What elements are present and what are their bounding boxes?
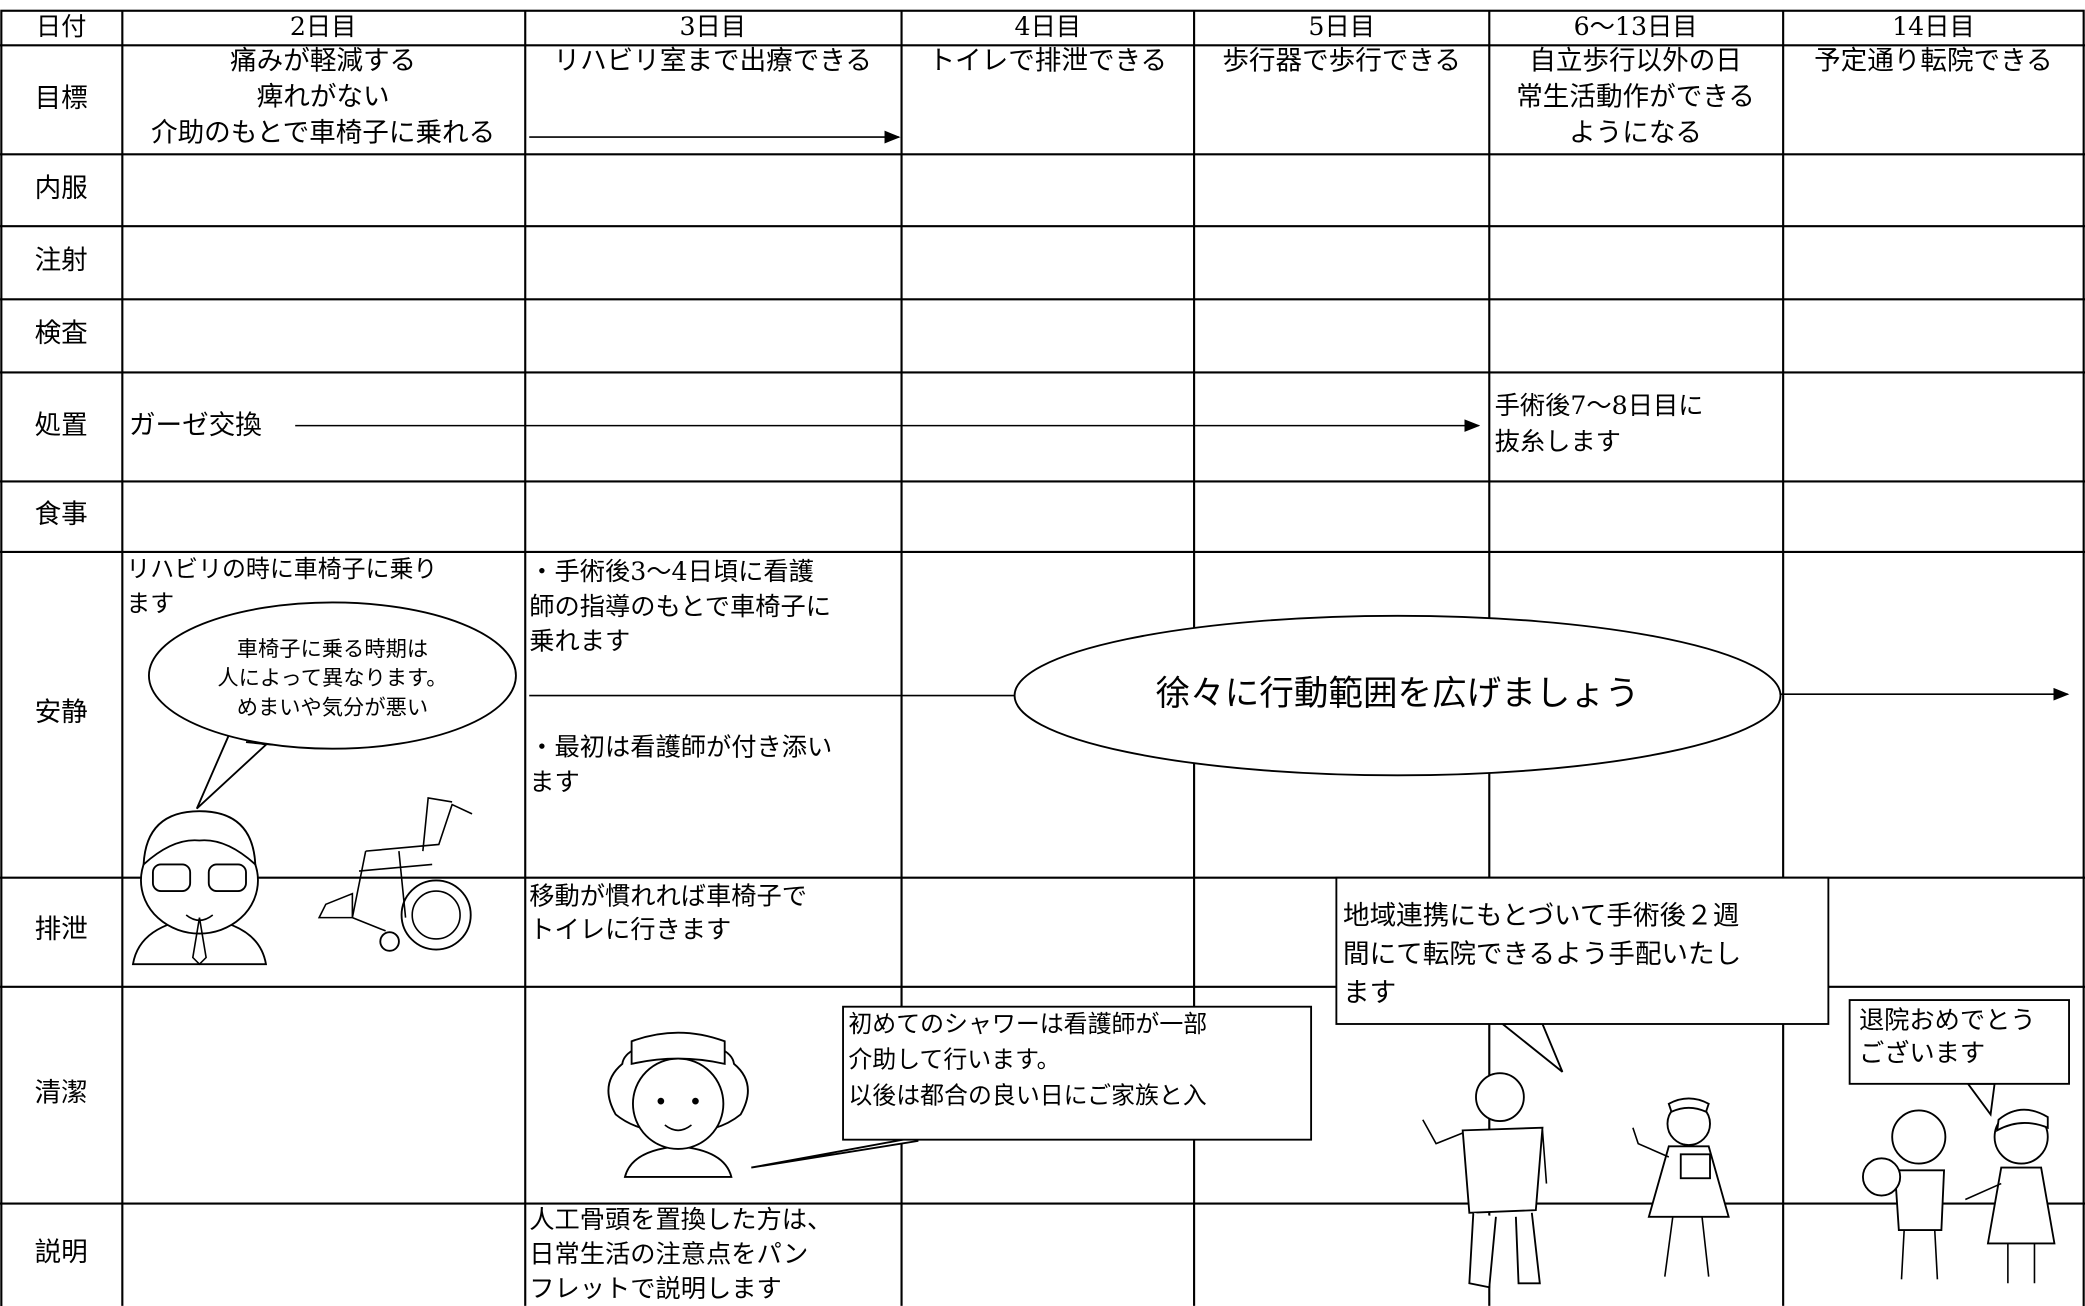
note: リハビリの時に車椅子に乗り xyxy=(126,555,437,583)
callout-text: 車椅子に乗る時期は xyxy=(237,637,428,662)
callout-text: 介助して行います。 xyxy=(848,1046,1060,1074)
row-label: 清潔 xyxy=(35,1077,88,1108)
goal-text: 痺れがない xyxy=(257,82,390,113)
row-label: 安静 xyxy=(35,697,88,728)
note: ガーゼ交換 xyxy=(129,410,262,441)
banner-ellipse xyxy=(1013,614,1782,777)
row-label: 目標 xyxy=(35,83,88,114)
goal-text: 自立歩行以外の日 xyxy=(1529,46,1742,77)
nurse-illustration xyxy=(607,1005,1313,1178)
note: ます xyxy=(529,767,580,796)
callout-text: ます xyxy=(1343,978,1396,1009)
callout-text: めまいや気分が悪い xyxy=(237,695,428,720)
goal-text: 歩行器で歩行できる xyxy=(1222,46,1461,77)
column-header: 日付 xyxy=(36,12,87,41)
callout-text: 以後は都合の良い日にご家族と入 xyxy=(848,1082,1206,1110)
callout-text: 地域連携にもとづいて手術後２週 xyxy=(1343,901,1739,932)
goal-text: 介助のもとで車椅子に乗れる xyxy=(151,117,495,148)
column-header: 3日目 xyxy=(679,12,746,41)
goal-text: 常生活動作ができる xyxy=(1516,82,1755,113)
column-header: 14日目 xyxy=(1892,12,1975,41)
arrows xyxy=(295,130,2070,701)
callout-text: 初めてのシャワーは看護師が一部 xyxy=(848,1010,1207,1038)
callout-text: 人によって異なります。 xyxy=(217,666,447,691)
transfer-callout xyxy=(1335,876,1830,1073)
note: 抜糸します xyxy=(1495,427,1621,456)
column-header: 4日目 xyxy=(1015,12,1082,41)
note: ・最初は看護師が付き添い xyxy=(529,733,832,762)
row-label: 排泄 xyxy=(35,914,88,945)
note: ・手術後3〜4日頃に看護 xyxy=(529,557,814,586)
staff-illustration xyxy=(1422,1072,1730,1289)
wheelchair-illustration xyxy=(317,797,473,952)
callout-text: 退院おめでとう xyxy=(1859,1005,2036,1034)
row-label: 検査 xyxy=(35,318,88,349)
note: 師の指導のもとで車椅子に xyxy=(529,592,831,621)
banner-text: 徐々に行動範囲を広げましょう xyxy=(1156,674,1640,714)
note: ます xyxy=(126,590,174,618)
callout-text: 間にて転院できるよう手配いたし xyxy=(1343,939,1741,970)
goal-text: 予定通り転院できる xyxy=(1814,46,2053,77)
goal-text: リハビリ室まで出療できる xyxy=(554,46,872,77)
note: 人工骨頭を置換した方は、 xyxy=(529,1205,832,1234)
row-label: 説明 xyxy=(35,1237,88,1268)
note: 乗れます xyxy=(529,626,630,655)
row-label: 注射 xyxy=(35,245,88,276)
row-label: 食事 xyxy=(35,499,88,530)
discharge-illustration xyxy=(1848,999,2070,1284)
column-header: 5日目 xyxy=(1308,12,1375,41)
goal-text: ようになる xyxy=(1569,117,1702,148)
row-label: 処置 xyxy=(35,410,88,441)
note: 手術後7〜8日目に xyxy=(1495,391,1704,420)
doctor-illustration xyxy=(131,601,517,966)
note: 移動が慣れれば車椅子で xyxy=(529,882,807,911)
callout-text: ございます xyxy=(1859,1039,1985,1068)
column-header: 6〜13日目 xyxy=(1574,12,1698,41)
goal-text: 痛みが軽減する xyxy=(230,46,416,77)
note: トイレに行きます xyxy=(529,915,731,944)
note: 日常生活の注意点をパン xyxy=(529,1239,808,1268)
note: フレットで説明します xyxy=(529,1274,781,1303)
column-header: 2日目 xyxy=(290,12,357,41)
row-label: 内服 xyxy=(35,173,88,204)
goal-text: トイレで排泄できる xyxy=(928,46,1167,77)
